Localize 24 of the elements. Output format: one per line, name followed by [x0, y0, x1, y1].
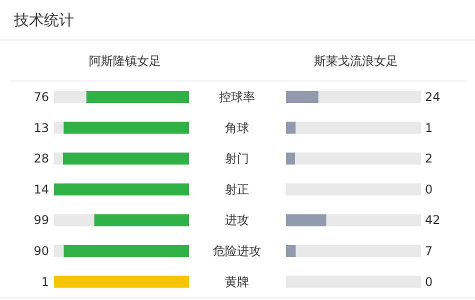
- data-label: 2: [425, 152, 433, 166]
- category-label: 射门: [225, 152, 249, 166]
- data-label: 24: [425, 90, 440, 104]
- data-label: 13: [34, 120, 49, 135]
- data-label: 76: [34, 90, 49, 104]
- category-label: 控球率: [219, 90, 255, 104]
- data-label: 0: [425, 182, 433, 196]
- data-label: 99: [34, 213, 49, 228]
- category-label: 黄牌: [225, 274, 249, 289]
- text: 阿斯隆镇女足: [89, 54, 161, 68]
- data-label: 0: [425, 274, 433, 289]
- data-label: 1: [425, 120, 433, 135]
- category-label: 射正: [225, 182, 249, 196]
- data-label: 1: [41, 274, 49, 289]
- data-label: 14: [34, 182, 49, 196]
- data-label: 42: [425, 213, 440, 228]
- data-label: 90: [34, 244, 49, 258]
- data-label: 28: [34, 152, 49, 166]
- category-label: 进攻: [225, 213, 249, 228]
- text: 斯莱戈流浪女足: [314, 54, 398, 68]
- data-label: 7: [425, 244, 433, 258]
- category-label: 角球: [225, 120, 249, 135]
- category-label: 危险进攻: [213, 244, 261, 258]
- text: 技术统计: [13, 11, 74, 29]
